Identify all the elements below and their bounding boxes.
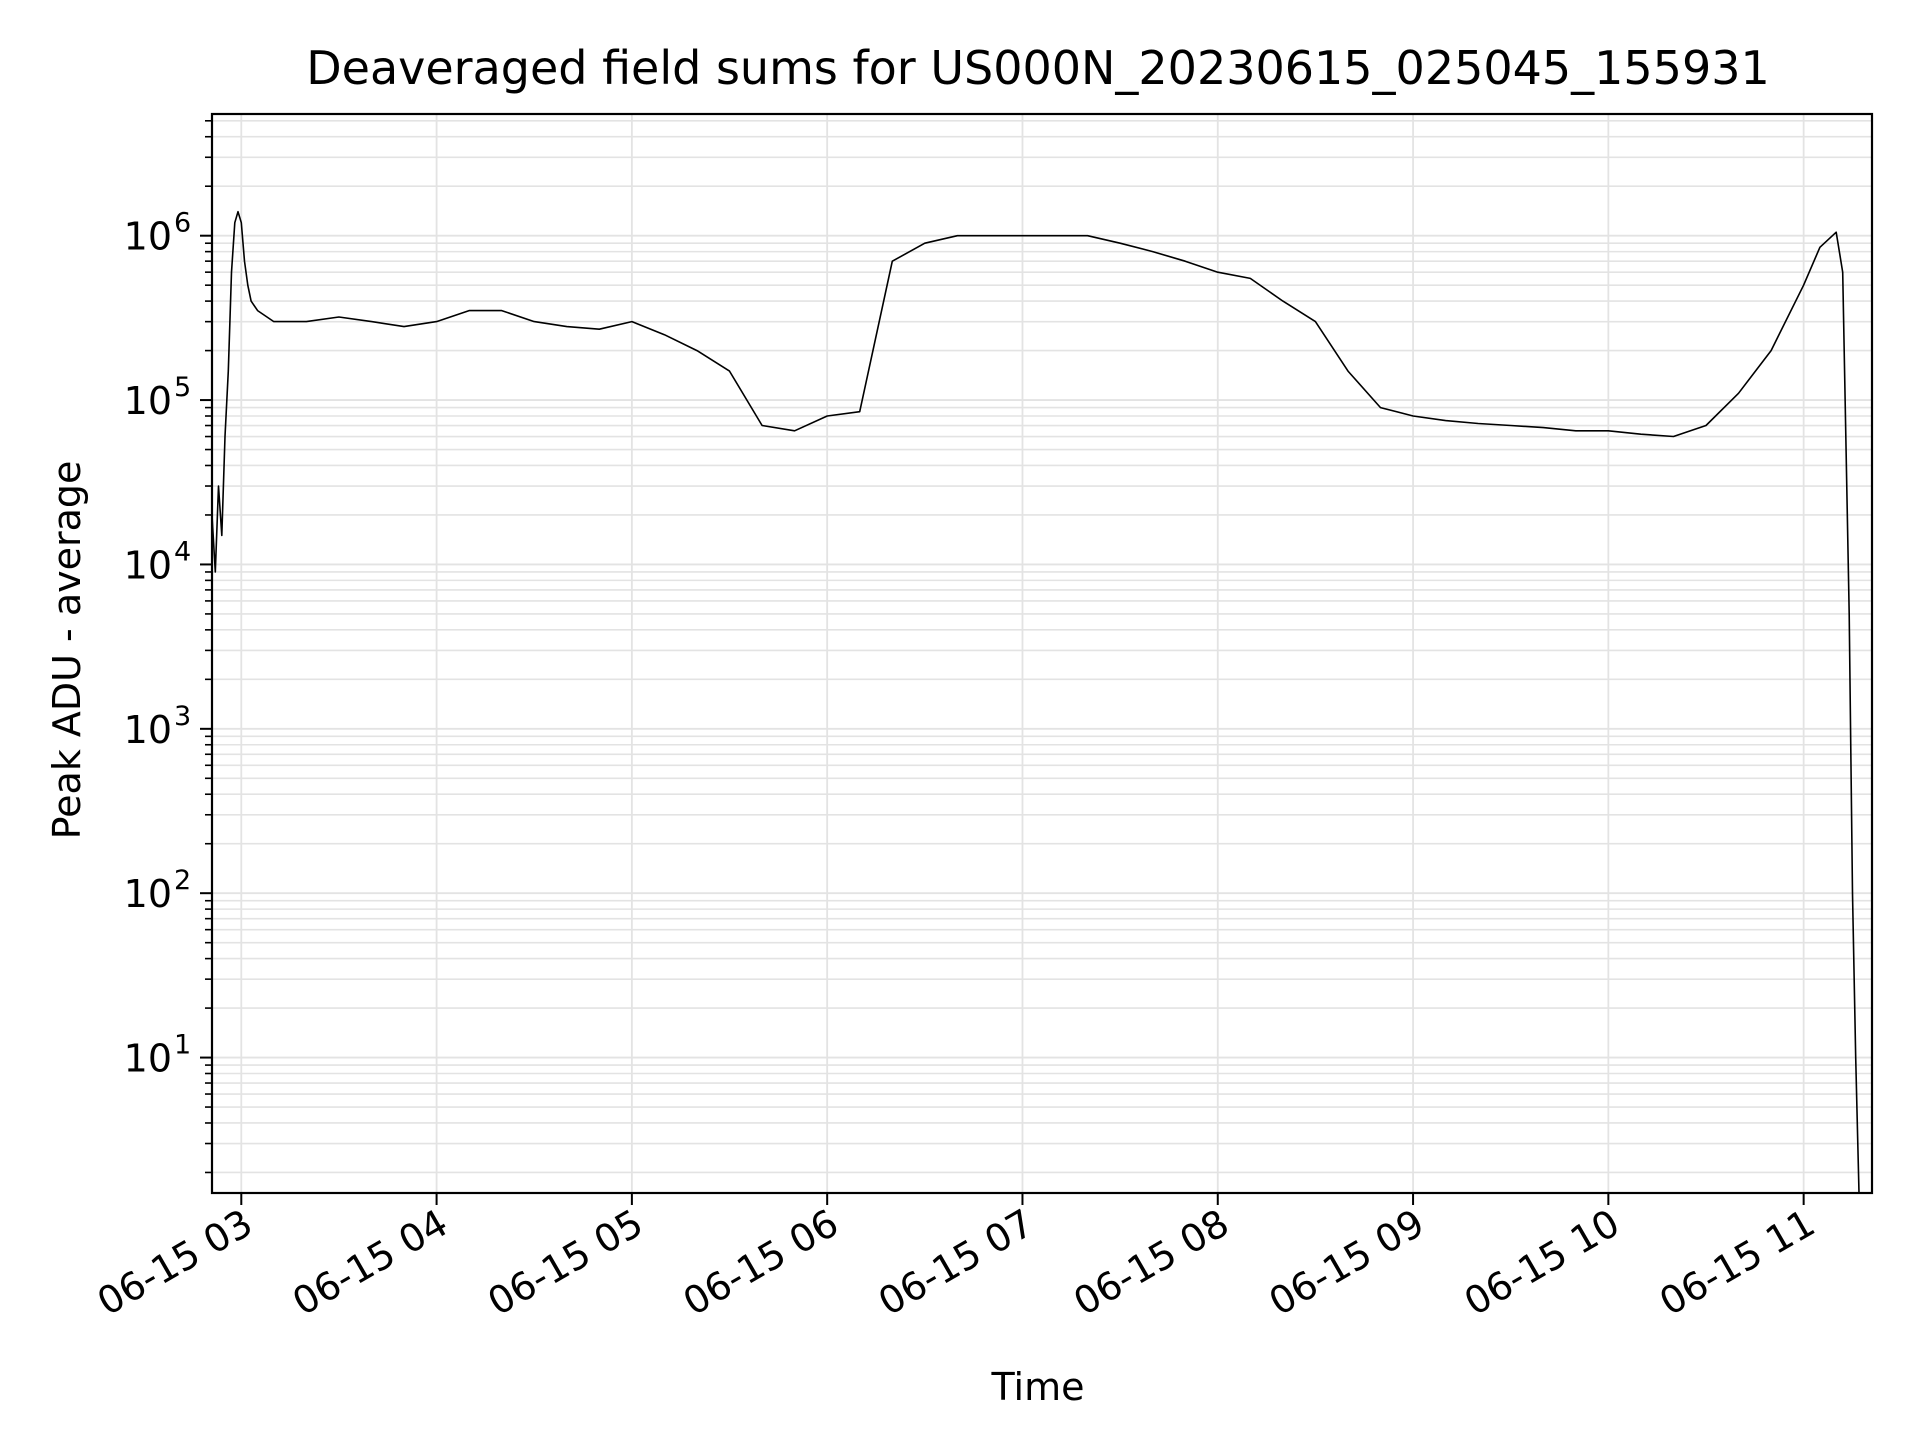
y-tick-exponent: 2	[174, 865, 191, 896]
y-tick-label: 10	[124, 708, 172, 752]
y-tick-exponent: 1	[174, 1030, 191, 1061]
y-tick-exponent: 4	[174, 536, 191, 567]
y-tick-label: 10	[124, 543, 172, 587]
y-tick-label: 10	[124, 379, 172, 423]
y-tick-exponent: 6	[174, 208, 191, 239]
x-axis-title: Time	[991, 1365, 1085, 1409]
y-tick-label: 10	[124, 215, 172, 259]
y-tick-label: 10	[124, 1037, 172, 1081]
chart-title: Deaveraged field sums for US000N_2023061…	[306, 41, 1770, 95]
y-tick-exponent: 5	[174, 372, 191, 403]
y-axis-title: Peak ADU - average	[45, 461, 89, 840]
y-tick-label: 10	[124, 872, 172, 916]
series-line	[211, 210, 1860, 1194]
plot-area-frame	[210, 112, 1874, 1195]
y-tick-exponent: 3	[174, 701, 191, 732]
